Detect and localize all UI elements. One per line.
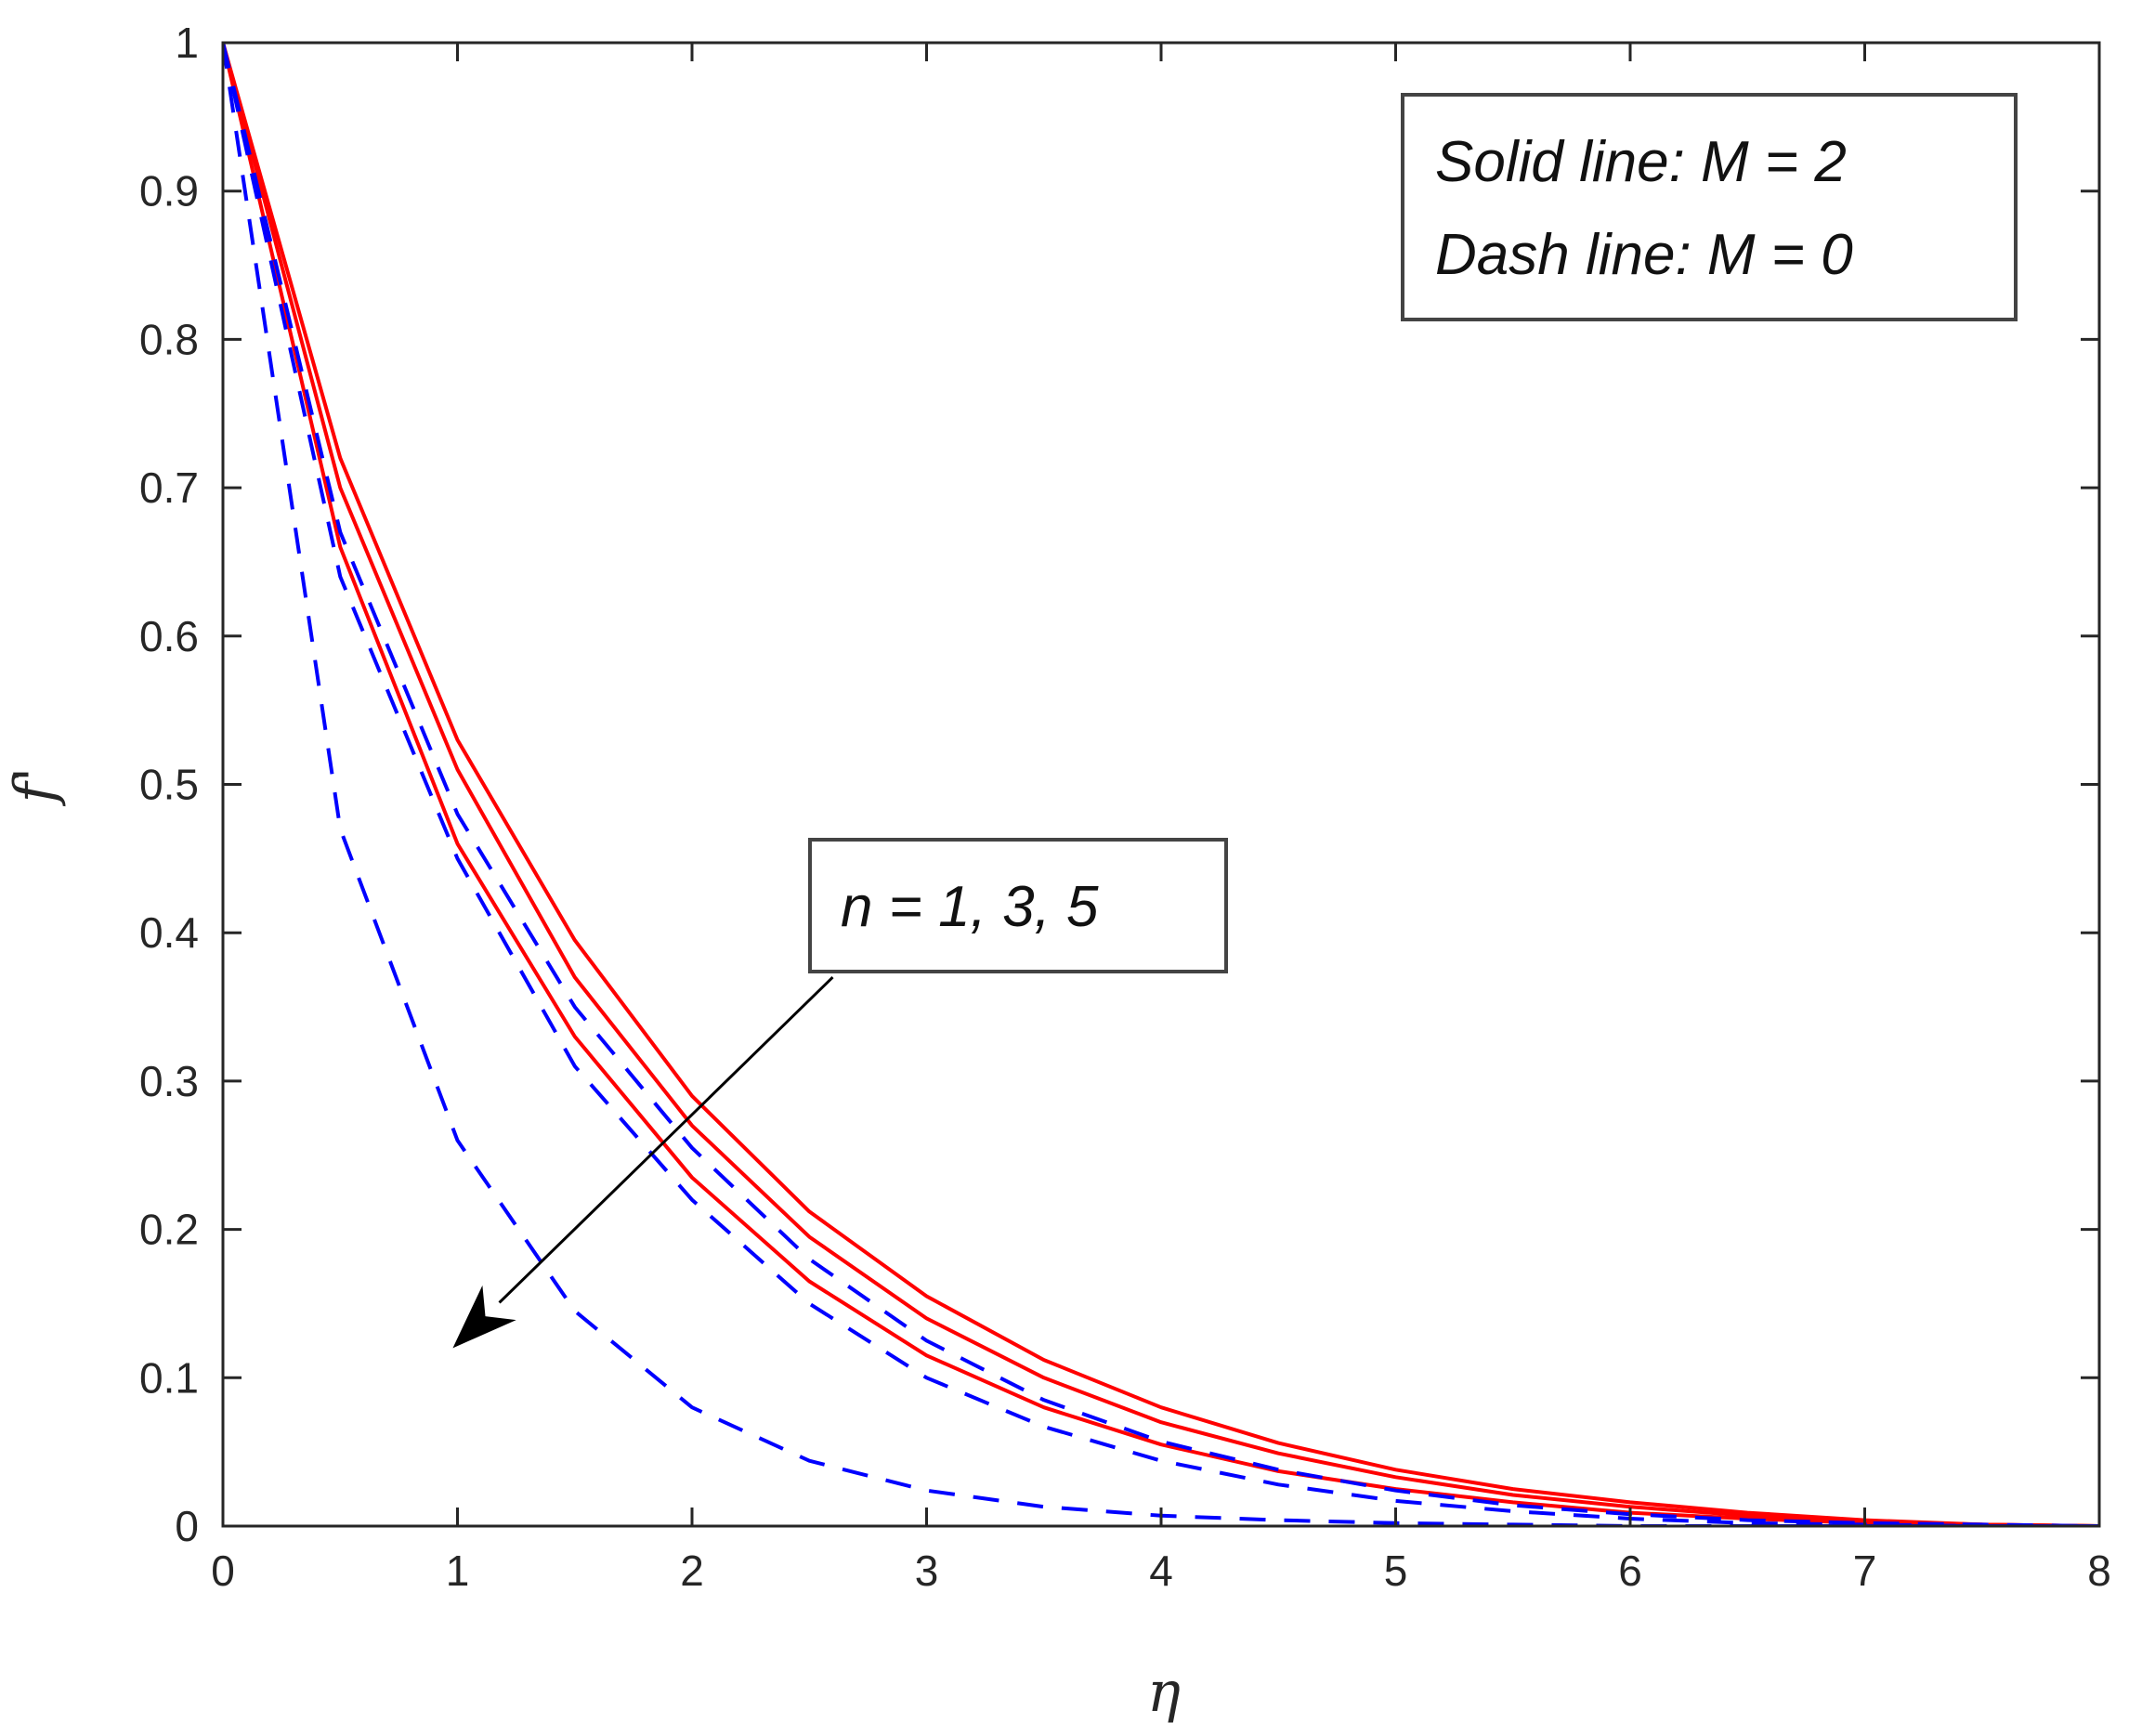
legend-line-dash: Dash line: M = 0 (1435, 223, 1853, 287)
y-tick-label: 0.6 (139, 612, 199, 660)
x-axis-title: η (1147, 1660, 1181, 1725)
y-tick-label: 0.3 (139, 1057, 199, 1105)
y-tick-label: 0.8 (139, 315, 199, 363)
y-tick-label: 0.2 (139, 1206, 199, 1254)
x-tick-label: 8 (2087, 1547, 2111, 1595)
y-tick-label: 1 (175, 19, 199, 67)
x-tick-label: 1 (446, 1547, 470, 1595)
y-tick-label: 0.7 (139, 463, 199, 512)
x-tick-label: 7 (1853, 1547, 1877, 1595)
x-tick-label: 6 (1618, 1547, 1642, 1595)
y-tick-label: 0.1 (139, 1353, 199, 1402)
annotation-arrow-head (452, 1285, 516, 1349)
y-axis-title: f' (3, 767, 68, 807)
annotation-layer: Solid line: M = 2 Dash line: M = 0 n = 1… (452, 93, 2018, 1349)
legend-line-solid: Solid line: M = 2 (1435, 130, 1847, 194)
y-tick-label: 0.9 (139, 167, 199, 215)
legend-box (1401, 93, 2018, 321)
x-tick-label: 3 (915, 1547, 939, 1595)
x-tick-label: 0 (211, 1547, 235, 1595)
y-tick-label: 0.4 (139, 908, 199, 957)
arrow-label-box (808, 838, 1228, 973)
series-line-2 (223, 43, 2099, 1526)
x-tick-label: 2 (680, 1547, 704, 1595)
x-tick-label: 4 (1149, 1547, 1173, 1595)
y-tick-label: 0 (175, 1502, 199, 1550)
annotation-arrow (498, 976, 834, 1304)
x-tick-label: 5 (1384, 1547, 1408, 1595)
axes-layer: 0 1 2 3 4 5 6 7 8 0 0.1 0.2 0.3 0.4 0.5 0.6 0.7 0.8 0.9 1 (139, 19, 2111, 1595)
series-line-1 (223, 43, 2099, 1526)
arrow-label: n = 1, 3, 5 (841, 875, 1099, 939)
y-tick-label: 0.5 (139, 761, 199, 809)
series-line-4 (223, 43, 2099, 1526)
